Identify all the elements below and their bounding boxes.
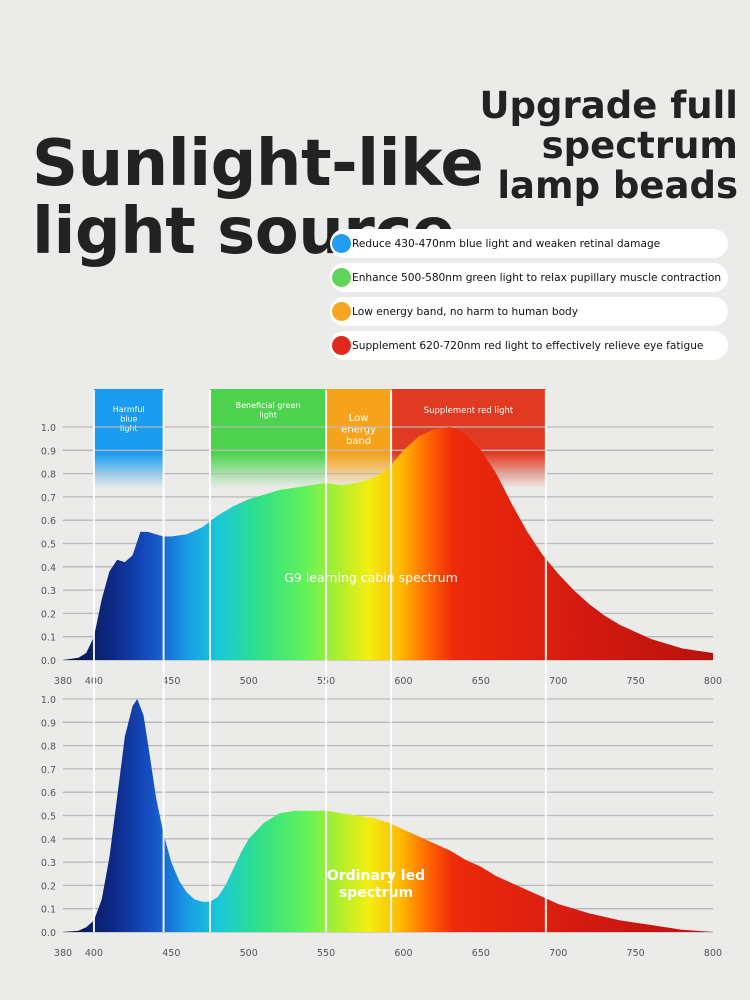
- y-tick-label: 0.6: [41, 788, 56, 799]
- band-label: Beneficial green light: [236, 401, 301, 420]
- x-tick-label: 500: [240, 948, 258, 959]
- y-tick-label: 0.7: [41, 493, 56, 504]
- x-tick-label: 600: [394, 676, 412, 687]
- band-label: Low energy band: [341, 413, 376, 447]
- y-tick-label: 0.9: [41, 718, 56, 729]
- upgrade-title-line3: lamp beads: [497, 164, 738, 207]
- ordinary-led-chart: 0.0 0.1 0.2 0.3 0.4 0.5 0.6 0.7 0.8 0.9 1.0 380 400 4…: [41, 695, 722, 959]
- y-tick-label: 0.0: [41, 928, 56, 939]
- x-tick-label: 650: [472, 676, 490, 687]
- y-tick-label: 0.1: [41, 633, 56, 644]
- y-tick-label: 0.0: [41, 656, 56, 667]
- green-dot-icon: [332, 268, 351, 287]
- x-tick-label: 380: [54, 948, 72, 959]
- orange-dot-icon: [332, 302, 351, 321]
- feature-item: Supplement 620-720nm red light to effect…: [330, 331, 728, 360]
- y-tick-label: 0.5: [41, 540, 56, 551]
- hero-title-line1: Sunlight-like: [32, 127, 484, 201]
- y-tick-label: 0.9: [41, 446, 56, 457]
- feature-list: Reduce 430-470nm blue light and weaken r…: [330, 229, 728, 365]
- feature-text: Low energy band, no harm to human body: [352, 305, 579, 318]
- red-dot-icon: [332, 336, 351, 355]
- feature-text: Supplement 620-720nm red light to effect…: [352, 339, 704, 352]
- upgrade-title-line2: spectrum: [541, 124, 738, 167]
- feature-text: Reduce 430-470nm blue light and weaken r…: [352, 237, 661, 250]
- x-tick-label: 700: [549, 948, 567, 959]
- band-divider-lines: [92, 390, 547, 932]
- x-tick-label: 750: [627, 676, 645, 687]
- x-tick-label: 450: [162, 676, 180, 687]
- series-label: G9 learning cabin spectrum: [284, 570, 458, 585]
- y-tick-label: 0.1: [41, 905, 56, 916]
- x-tick-label: 450: [162, 948, 180, 959]
- blue-dot-icon: [332, 234, 351, 253]
- upgrade-title: Upgrade full spectrum lamp beads: [480, 86, 739, 206]
- x-tick-label: 750: [627, 948, 645, 959]
- x-tick-label: 650: [472, 948, 490, 959]
- x-tick-label: 400: [85, 948, 103, 959]
- y-tick-label: 0.3: [41, 586, 56, 597]
- led-spectrum-area: [63, 699, 713, 932]
- y-tick-label: 0.2: [41, 609, 56, 620]
- x-tick-label: 800: [704, 676, 722, 687]
- x-tick-label: 550: [317, 948, 335, 959]
- y-tick-label: 0.8: [41, 742, 56, 753]
- x-tick-label: 800: [704, 948, 722, 959]
- band-header: [326, 389, 392, 488]
- feature-item: Enhance 500-580nm green light to relax p…: [330, 263, 728, 292]
- y-tick-label: 0.2: [41, 881, 56, 892]
- y-tick-label: 1.0: [41, 695, 56, 706]
- band-header: [210, 389, 327, 488]
- x-tick-label: 700: [549, 676, 567, 687]
- feature-item: Low energy band, no harm to human body: [330, 297, 728, 326]
- band-label: Harmful blue light: [113, 405, 145, 433]
- band-header: [93, 389, 164, 488]
- x-tick-label: 500: [240, 676, 258, 687]
- y-tick-label: 0.3: [41, 858, 56, 869]
- y-tick-label: 0.8: [41, 470, 56, 481]
- g9-spectrum-area: [63, 427, 713, 660]
- y-tick-label: 0.4: [41, 563, 56, 574]
- g9-spectrum-chart: 0.00.10.20.30.40.50.60.70.80.91.03804004…: [41, 423, 722, 687]
- series-label: Ordinary led spectrum: [327, 868, 425, 901]
- y-tick-label: 0.6: [41, 516, 56, 527]
- feature-text: Enhance 500-580nm green light to relax p…: [352, 271, 722, 284]
- y-tick-label: 0.5: [41, 812, 56, 823]
- upgrade-title-line1: Upgrade full: [479, 84, 739, 127]
- x-tick-label: 380: [54, 676, 72, 687]
- band-label: Supplement red light: [424, 406, 514, 416]
- feature-item: Reduce 430-470nm blue light and weaken r…: [330, 229, 728, 258]
- y-tick-label: 1.0: [41, 423, 56, 434]
- y-tick-label: 0.7: [41, 765, 56, 776]
- x-tick-label: 600: [394, 948, 412, 959]
- y-tick-label: 0.4: [41, 835, 56, 846]
